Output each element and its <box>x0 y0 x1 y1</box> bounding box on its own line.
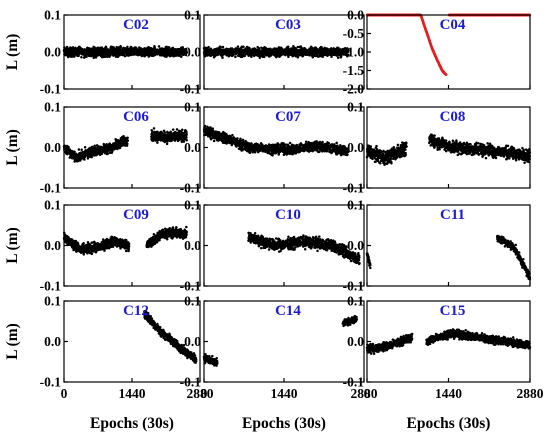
data-point <box>80 148 83 152</box>
data-point <box>211 127 215 130</box>
data-point <box>163 131 167 134</box>
panel-c03: -0.1 0.0 0.1 C03 <box>180 8 365 97</box>
panel-title: C02 <box>123 17 149 33</box>
y-tick-label: -0.1 <box>40 181 62 196</box>
data-point <box>126 142 129 146</box>
data-point <box>250 55 253 59</box>
y-tick-label: 0.1 <box>44 100 61 115</box>
panel-c02: -0.1 0.0 0.1 C02 L (m) <box>4 8 201 97</box>
data-point <box>157 45 161 48</box>
data-point <box>156 141 159 144</box>
data-point <box>296 55 300 59</box>
data-point <box>152 127 156 130</box>
data-point <box>185 51 188 54</box>
data-point <box>167 46 171 49</box>
data-point <box>181 45 184 49</box>
data-point <box>130 47 134 50</box>
data-point <box>175 128 179 131</box>
data-point <box>180 55 183 59</box>
data-point <box>153 45 156 49</box>
data-point <box>231 133 234 137</box>
data-point <box>100 46 104 49</box>
data-point <box>221 45 225 49</box>
y-tick-label: -2.0 <box>343 82 365 97</box>
data-point <box>90 155 93 159</box>
data-point <box>113 47 117 51</box>
y-tick-label: 0.0 <box>44 140 61 155</box>
y-tick-label: -1.5 <box>343 63 365 78</box>
data-point <box>80 47 84 51</box>
data-point <box>263 55 266 59</box>
panel-title: C03 <box>275 17 301 33</box>
data-point <box>165 142 169 146</box>
data-point <box>212 139 216 143</box>
data-point <box>83 145 87 149</box>
panel-c04: -2.0 -1.5 -1.0 -0.5 0.0 C04 <box>343 8 532 97</box>
data-point <box>80 56 83 59</box>
data-point <box>123 54 127 58</box>
data-point <box>94 56 98 59</box>
data-point <box>336 56 340 59</box>
y-axis-label: L (m) <box>4 34 21 71</box>
data-point <box>185 133 188 136</box>
data-point <box>96 46 100 50</box>
panel-title: C06 <box>123 109 149 125</box>
y-axis-label: L (m) <box>4 129 21 166</box>
y-tick-label: 0.1 <box>184 8 201 23</box>
y-tick-label: 0.1 <box>44 8 61 23</box>
series-points <box>62 127 188 163</box>
data-point <box>171 128 175 131</box>
series-points <box>62 44 188 59</box>
panel-c06: -0.1 0.0 0.1 C06 L (m) <box>4 100 201 196</box>
y-tick-label: -1.0 <box>343 45 365 60</box>
data-point <box>219 45 222 49</box>
data-point <box>241 138 245 142</box>
data-point <box>444 73 448 76</box>
y-tick-label: -0.1 <box>40 82 62 97</box>
data-point <box>234 55 237 59</box>
data-point <box>77 148 81 151</box>
data-point <box>212 129 215 133</box>
y-tick-label: -0.1 <box>180 82 202 97</box>
data-point <box>236 45 240 48</box>
data-point <box>126 45 129 49</box>
data-point <box>232 53 235 57</box>
data-point <box>104 46 108 49</box>
y-tick-label: 0.0 <box>184 45 201 60</box>
panel-title: C04 <box>440 17 466 33</box>
series-points <box>202 124 350 157</box>
data-point <box>83 158 86 161</box>
data-point <box>126 139 129 142</box>
data-point <box>185 136 188 139</box>
data-point <box>209 47 213 51</box>
y-tick-label: 0.0 <box>44 45 61 60</box>
data-point <box>126 136 129 139</box>
data-point <box>73 55 76 58</box>
y-tick-label: 0.0 <box>347 8 364 23</box>
data-point <box>287 55 290 59</box>
data-point <box>106 152 110 156</box>
data-point <box>92 56 96 59</box>
data-point <box>119 46 123 49</box>
y-tick-label: -0.5 <box>343 26 365 41</box>
data-point <box>286 45 290 48</box>
data-point <box>181 128 184 132</box>
data-point <box>207 45 210 49</box>
data-point <box>236 137 239 140</box>
series-points <box>202 44 350 60</box>
data-point <box>242 45 245 49</box>
data-point <box>221 56 224 60</box>
data-point <box>172 48 176 51</box>
data-point <box>74 46 77 50</box>
